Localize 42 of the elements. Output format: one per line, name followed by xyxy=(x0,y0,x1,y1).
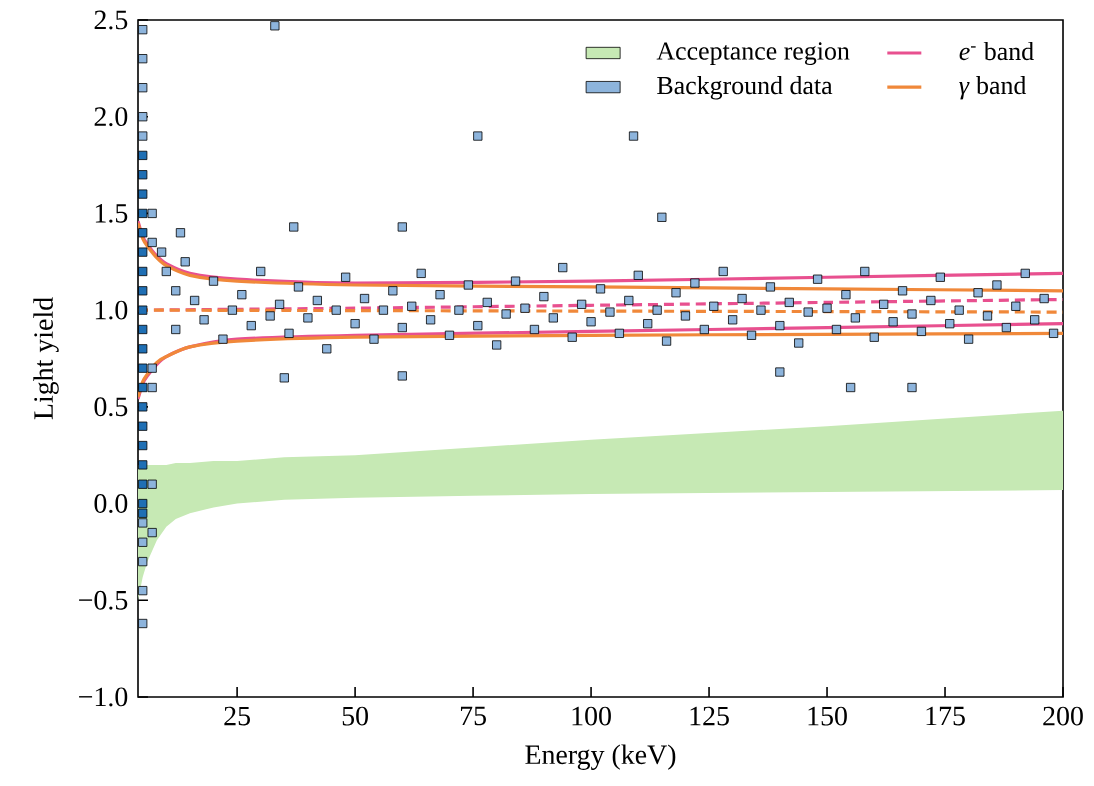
point xyxy=(138,170,148,180)
point xyxy=(138,228,148,238)
point xyxy=(138,266,148,277)
x-tick-label: 125 xyxy=(690,706,729,726)
x-axis-title: Energy (keV) xyxy=(525,744,676,770)
y-axis-title: Light yield xyxy=(33,297,59,420)
y-tick-label: 1.0 xyxy=(95,300,128,320)
legend-label: Acceptance region xyxy=(656,42,850,66)
point xyxy=(138,247,148,257)
y-tick-label: 0.0 xyxy=(94,494,128,514)
x-tick-label: 75 xyxy=(460,706,486,726)
x-tick-label: 50 xyxy=(342,706,368,726)
y-tick-label: 0.5 xyxy=(94,397,128,417)
x-tick-label: 25 xyxy=(224,706,250,726)
point xyxy=(138,305,148,315)
point xyxy=(138,344,148,354)
point xyxy=(138,402,148,412)
point xyxy=(138,150,148,160)
y-tick-label: −0.5 xyxy=(79,590,128,610)
point xyxy=(138,460,148,470)
y-tick-label: 2.5 xyxy=(94,10,128,30)
point xyxy=(138,382,148,393)
x-tick-label: 100 xyxy=(572,706,611,726)
x-tick-label: 200 xyxy=(1043,706,1083,726)
legend-label: Background data xyxy=(657,76,833,100)
point xyxy=(138,440,148,451)
point xyxy=(138,498,148,509)
y-tick-label: 2.0 xyxy=(94,107,128,127)
x-tick-label: 150 xyxy=(808,706,847,726)
legend-label: e$^{-}$ band xyxy=(959,41,1034,61)
x-tick-label: 175 xyxy=(926,706,965,726)
point xyxy=(138,508,148,518)
point xyxy=(138,189,148,199)
y-tick-label: 1.5 xyxy=(95,204,128,223)
point xyxy=(138,208,148,219)
point xyxy=(138,421,148,431)
point xyxy=(138,363,148,373)
point xyxy=(138,286,148,296)
point xyxy=(138,324,148,335)
legend-label: γ band xyxy=(959,76,1027,100)
point xyxy=(138,479,148,489)
y-tick-label: −1.0 xyxy=(79,687,128,707)
